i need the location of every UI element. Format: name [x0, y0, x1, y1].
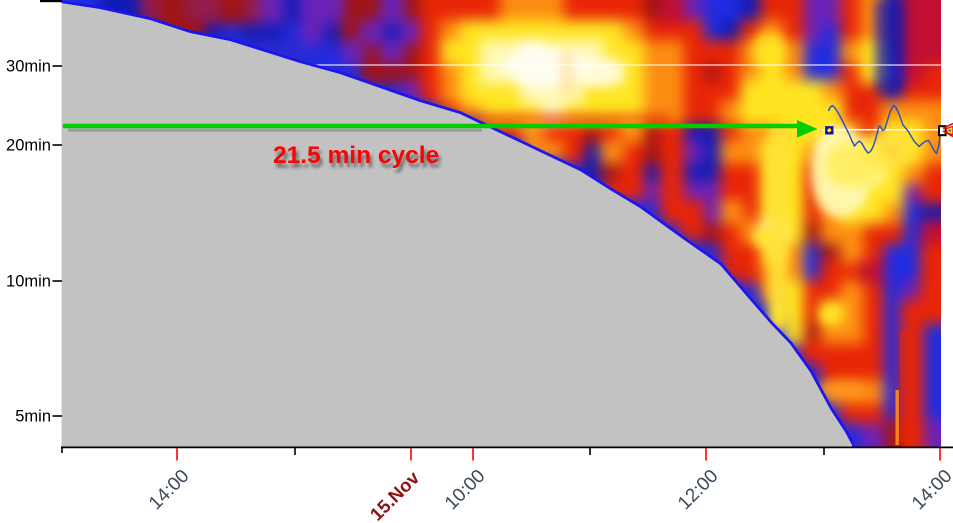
svg-text:21.5 min cycle: 21.5 min cycle	[276, 147, 442, 174]
svg-text:21.5 min cycle: 21.5 min cycle	[273, 142, 439, 169]
svg-text:30min: 30min	[6, 58, 51, 76]
svg-text:5min: 5min	[15, 408, 51, 426]
svg-text:10min: 10min	[6, 273, 51, 291]
svg-text:20min: 20min	[6, 137, 51, 155]
